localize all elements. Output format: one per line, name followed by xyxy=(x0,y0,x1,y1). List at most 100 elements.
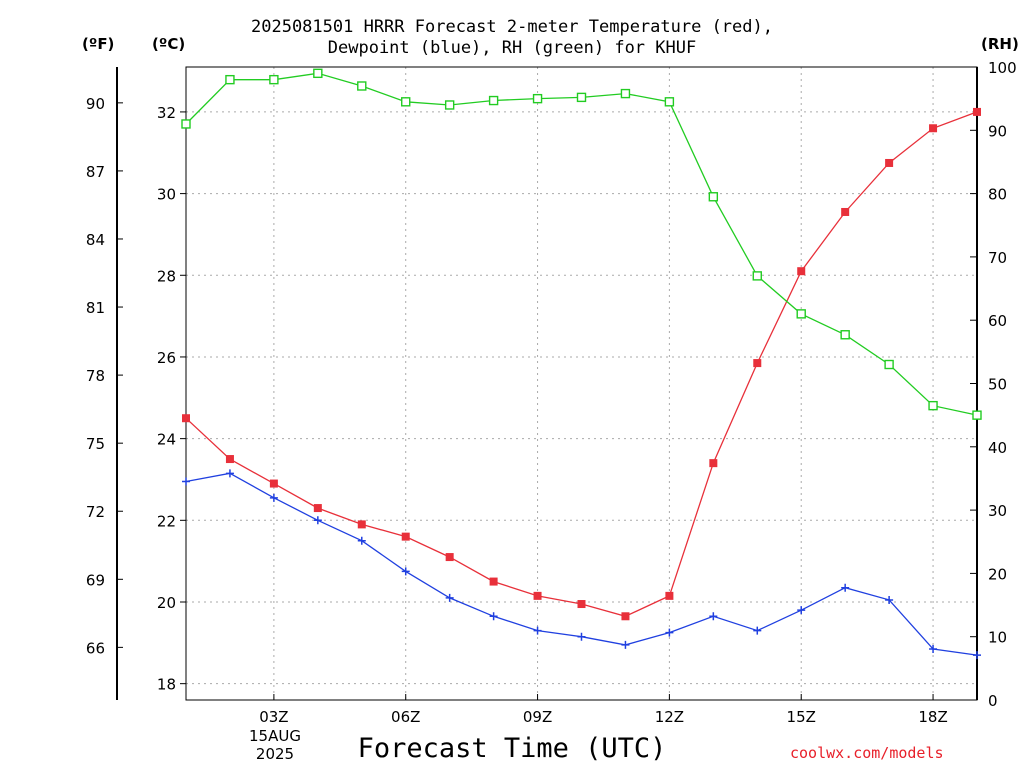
dewpoint-point xyxy=(885,595,894,604)
fahrenheit-unit-label: (ºF) xyxy=(82,35,115,53)
dewpoint-point xyxy=(841,583,850,592)
temperature-point xyxy=(665,591,674,600)
temperature-point xyxy=(533,591,542,600)
rh-tick-label: 80 xyxy=(988,186,1007,204)
rh-point xyxy=(752,271,762,281)
rh-point xyxy=(357,81,367,91)
date-label-day: 15AUG xyxy=(249,727,301,745)
fahrenheit-tick-label: 87 xyxy=(86,163,105,181)
rh-point xyxy=(401,97,411,107)
rh-tick-label: 40 xyxy=(988,439,1007,457)
dewpoint-point xyxy=(489,612,498,621)
fahrenheit-tick-label: 81 xyxy=(86,299,105,317)
rh-tick-label: 0 xyxy=(988,692,998,710)
dewpoint-point xyxy=(269,493,278,502)
fahrenheit-tick-label: 75 xyxy=(86,435,105,453)
celsius-tick-label: 22 xyxy=(157,512,176,530)
dewpoint-point xyxy=(533,626,542,635)
rh-point xyxy=(620,88,631,99)
dewpoint-point xyxy=(577,632,586,641)
rh-point xyxy=(444,100,455,110)
temperature-point xyxy=(973,107,981,116)
fahrenheit-tick-label: 69 xyxy=(86,571,105,589)
celsius-unit-label: (ºC) xyxy=(152,35,186,53)
rh-point xyxy=(576,92,587,103)
rh-point xyxy=(488,95,499,106)
rh-point xyxy=(664,97,675,107)
rh-tick-label: 90 xyxy=(988,122,1007,140)
temperature-point xyxy=(841,207,850,216)
rh-point xyxy=(181,119,191,129)
temperature-point xyxy=(269,479,278,488)
temperature-point xyxy=(445,553,454,562)
fahrenheit-tick-label: 66 xyxy=(86,639,105,657)
celsius-tick-label: 30 xyxy=(157,186,176,204)
rh-tick-label: 20 xyxy=(988,565,1007,583)
rh-point xyxy=(313,68,323,79)
rh-point xyxy=(972,410,982,420)
dewpoint-point xyxy=(357,536,366,545)
rh-point xyxy=(532,93,543,104)
temperature-line xyxy=(185,111,978,617)
celsius-tick-label: 20 xyxy=(157,594,176,612)
rh-point xyxy=(796,309,806,319)
fahrenheit-tick-label: 84 xyxy=(86,231,105,249)
temperature-point xyxy=(401,532,410,541)
temperature-point xyxy=(313,504,322,513)
dewpoint-point xyxy=(225,469,234,478)
rh-tick-label: 30 xyxy=(988,502,1007,520)
dewpoint-point xyxy=(182,477,190,486)
fahrenheit-tick-label: 78 xyxy=(86,367,105,385)
temperature-point xyxy=(357,520,366,529)
x-tick-label: 09Z xyxy=(523,708,552,726)
celsius-tick-label: 28 xyxy=(157,267,176,285)
temperature-point xyxy=(885,158,894,167)
x-tick-label: 12Z xyxy=(655,708,684,726)
date-label-year: 2025 xyxy=(255,745,295,763)
rh-unit-label: (RH) xyxy=(981,35,1019,53)
rh-tick-label: 60 xyxy=(988,312,1007,330)
dewpoint-point xyxy=(445,593,454,602)
chart-title-line-1: 2025081501 HRRR Forecast 2-meter Tempera… xyxy=(251,17,773,37)
dewpoint-point xyxy=(621,640,630,649)
dewpoint-point xyxy=(401,567,410,576)
temperature-point xyxy=(929,124,938,133)
x-tick-label: 06Z xyxy=(391,708,420,726)
celsius-tick-label: 24 xyxy=(157,431,176,449)
temperature-point xyxy=(621,612,630,621)
temperature-point xyxy=(225,455,234,464)
temperature-point xyxy=(489,577,498,586)
rh-point xyxy=(269,74,279,85)
temperature-point xyxy=(182,414,190,423)
watermark: coolwx.com/models xyxy=(790,744,944,762)
fahrenheit-tick-label: 72 xyxy=(86,503,105,521)
celsius-tick-label: 32 xyxy=(157,104,176,122)
dewpoint-point xyxy=(709,612,718,621)
temperature-point xyxy=(577,600,586,609)
rh-point xyxy=(708,192,719,202)
x-tick-label: 03Z xyxy=(259,708,288,726)
rh-line xyxy=(185,72,978,416)
temperature-point xyxy=(709,459,718,468)
x-tick-label: 15Z xyxy=(787,708,816,726)
chart-title-line-2: Dewpoint (blue), RH (green) for KHUF xyxy=(327,38,697,58)
celsius-tick-label: 26 xyxy=(157,349,176,367)
rh-point xyxy=(840,330,850,340)
x-tick-label: 18Z xyxy=(918,708,947,726)
rh-point xyxy=(928,400,938,411)
dewpoint-point xyxy=(313,516,322,525)
rh-tick-label: 70 xyxy=(988,249,1007,267)
rh-point xyxy=(225,74,235,85)
rh-tick-label: 50 xyxy=(988,376,1007,394)
dewpoint-point xyxy=(665,628,674,637)
dewpoint-point xyxy=(973,651,981,660)
temperature-point xyxy=(753,359,762,368)
x-axis-title: Forecast Time (UTC) xyxy=(357,733,667,764)
rh-tick-label: 10 xyxy=(988,629,1007,647)
rh-tick-label: 100 xyxy=(988,59,1017,77)
temperature-point xyxy=(797,267,806,276)
dewpoint-point xyxy=(797,606,806,615)
dewpoint-point xyxy=(753,626,762,635)
dewpoint-point xyxy=(929,644,938,653)
